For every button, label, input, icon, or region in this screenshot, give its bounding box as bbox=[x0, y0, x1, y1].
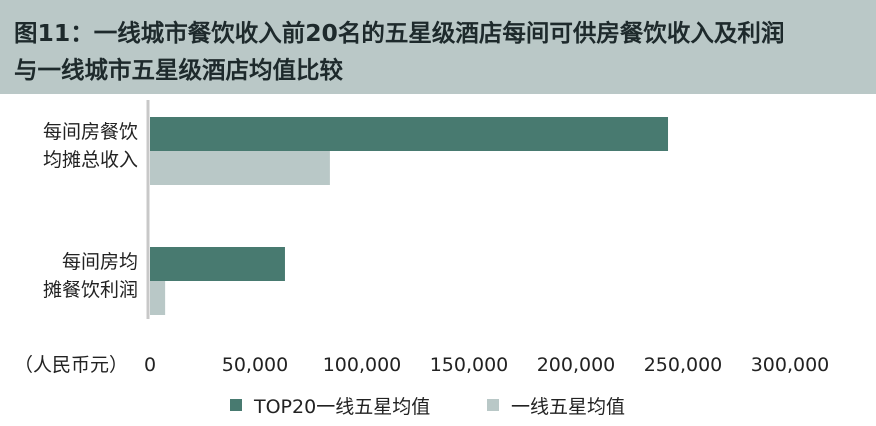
bar-profit-average bbox=[150, 281, 166, 315]
legend-item-top20: TOP20一线五星均值 bbox=[230, 391, 430, 419]
bar-plot: 0 50,000 100,000 150,000 200,000 250,000 300,0… bbox=[144, 100, 830, 376]
category-label-revenue-line1: 每间房餐饮 bbox=[42, 121, 138, 143]
category-label-revenue: 每间房餐饮 均摊总收入 bbox=[18, 118, 138, 174]
chart-area: 每间房餐饮 均摊总收入 每间房均 摊餐饮利润 0 50,000 100,000 150… bbox=[0, 94, 876, 426]
chart-title-line-1: 图11：一线城市餐饮收入前20名的五星级酒店每间可供房餐饮收入及利润 bbox=[14, 19, 785, 47]
legend-swatch-average bbox=[487, 399, 499, 411]
x-tick-label: 300,000 bbox=[751, 354, 830, 376]
x-tick-label: 250,000 bbox=[644, 354, 723, 376]
category-label-profit-line2: 摊餐饮利润 bbox=[42, 279, 138, 301]
legend-item-average: 一线五星均值 bbox=[487, 391, 625, 419]
category-label-profit-line1: 每间房均 bbox=[61, 251, 138, 273]
x-tick-label: 50,000 bbox=[222, 354, 288, 376]
category-label-revenue-line2: 均摊总收入 bbox=[42, 149, 138, 171]
bar-revenue-average bbox=[150, 151, 330, 185]
legend-swatch-top20 bbox=[230, 399, 242, 411]
x-tick-label: 150,000 bbox=[430, 354, 509, 376]
legend-label-average: 一线五星均值 bbox=[511, 395, 626, 418]
category-label-profit: 每间房均 摊餐饮利润 bbox=[18, 248, 138, 304]
x-axis-unit-label: （人民币元） bbox=[14, 354, 129, 376]
x-tick-label: 200,000 bbox=[537, 354, 616, 376]
chart-title-line-2: 与一线城市五星级酒店均值比较 bbox=[14, 56, 343, 84]
bar-revenue-top20 bbox=[150, 117, 669, 151]
legend-label-top20: TOP20一线五星均值 bbox=[254, 395, 431, 418]
title-banner: 图11：一线城市餐饮收入前20名的五星级酒店每间可供房餐饮收入及利润 与一线城市… bbox=[0, 0, 876, 94]
bar-profit-top20 bbox=[150, 247, 285, 281]
x-tick-label: 0 bbox=[144, 354, 156, 376]
x-tick-label: 100,000 bbox=[323, 354, 402, 376]
